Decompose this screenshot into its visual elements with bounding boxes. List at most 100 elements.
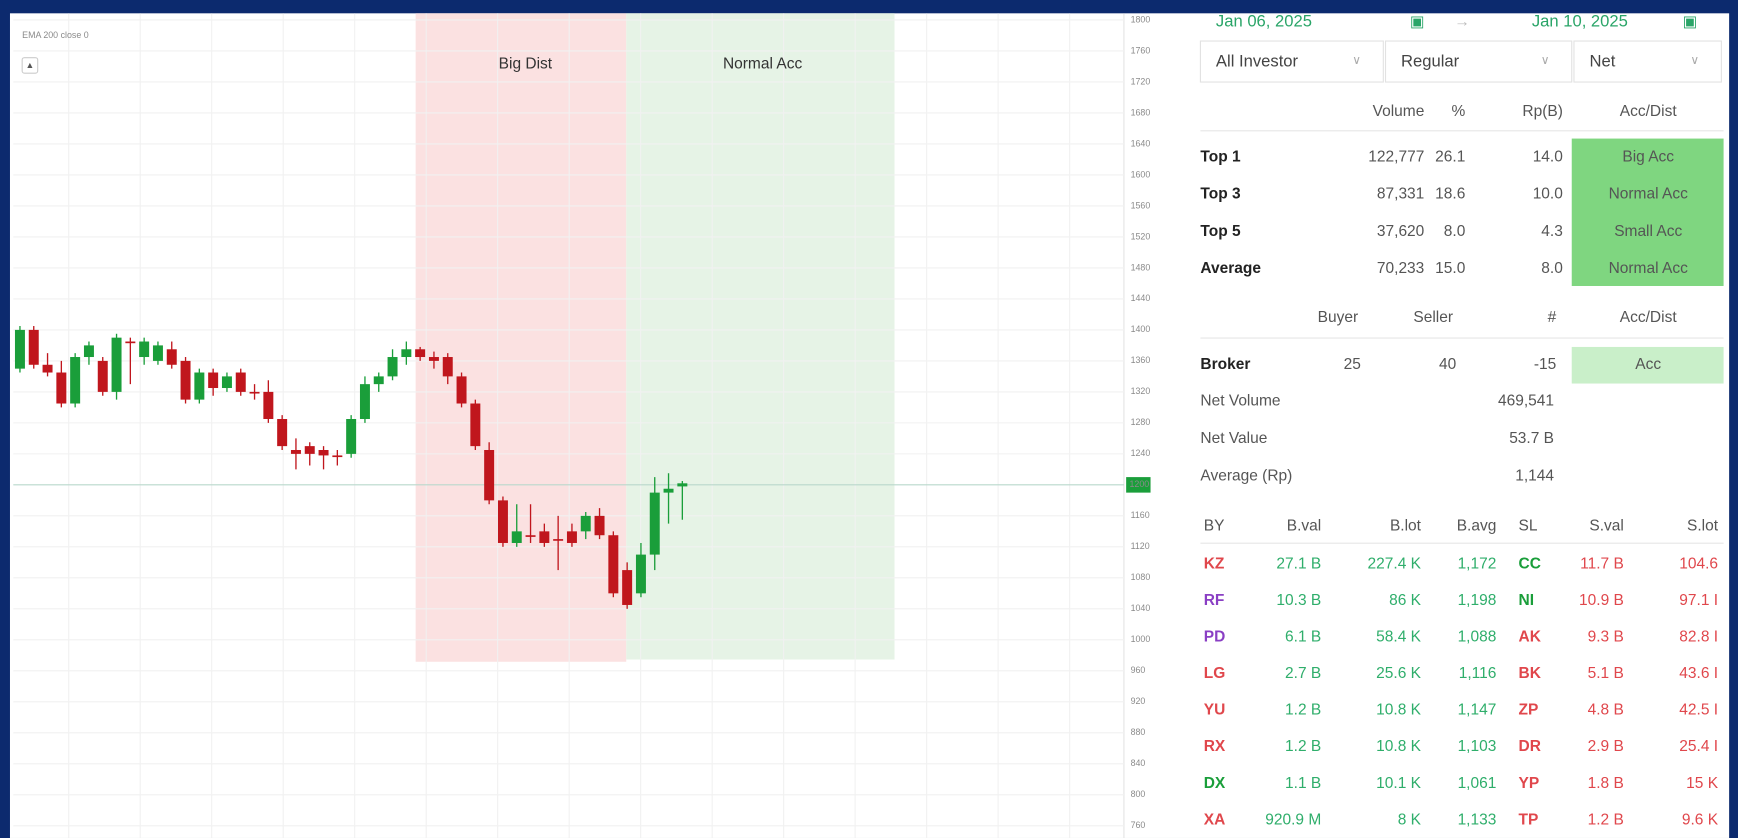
y-tick-label: 1360 <box>1131 355 1151 365</box>
list-cell: 27.1 B <box>1276 555 1321 572</box>
list-cell: 2.9 B <box>1588 738 1624 755</box>
candle-body <box>428 357 439 361</box>
candle-body <box>511 531 522 543</box>
list-header: BY <box>1204 518 1225 535</box>
candle-body <box>221 376 232 389</box>
cell: 70,233 <box>1377 260 1424 277</box>
list-cell: 227.4 K <box>1368 555 1422 572</box>
dropdown-caret: ∨ <box>1541 53 1550 67</box>
candle-body <box>139 341 150 358</box>
candle-body <box>152 345 163 361</box>
acc-cell-bg <box>1571 138 1724 286</box>
cell: 87,331 <box>1377 186 1424 203</box>
table-header: Volume <box>1373 103 1425 120</box>
list-cell: 5.1 B <box>1588 665 1624 682</box>
arrow: → <box>1454 13 1470 30</box>
acc-cell-bg <box>1571 346 1724 384</box>
candle-body <box>235 372 246 392</box>
list-cell: LG <box>1204 665 1226 682</box>
list-cell: 1.8 B <box>1588 775 1624 792</box>
candle-body <box>208 372 219 389</box>
list-cell: YU <box>1204 702 1226 719</box>
calendar-icon[interactable]: ▣ <box>1683 13 1698 30</box>
candle-body <box>111 337 122 392</box>
candle-body <box>635 554 646 594</box>
candle-body <box>332 455 343 458</box>
candle-body <box>249 391 260 394</box>
list-cell: 10.1 K <box>1376 775 1421 792</box>
candle-body <box>56 372 67 404</box>
collapse-button[interactable] <box>21 57 39 74</box>
table-header: Seller <box>1413 309 1453 326</box>
table-header: Acc/Dist <box>1620 309 1678 326</box>
list-cell: 1,061 <box>1458 775 1497 792</box>
list-cell: XA <box>1204 811 1226 828</box>
summary-value: 469,541 <box>1498 392 1554 409</box>
calendar-icon[interactable]: ▣ <box>1410 13 1425 30</box>
y-tick-label: 1760 <box>1131 45 1151 55</box>
dropdown[interactable] <box>1384 40 1573 83</box>
candle-body <box>290 449 301 454</box>
list-cell: 1,116 <box>1459 665 1497 682</box>
list-cell: 97.1 I <box>1679 592 1718 609</box>
list-cell: 6.1 B <box>1285 628 1321 645</box>
list-cell: TP <box>1519 811 1539 828</box>
list-cell: PD <box>1204 628 1226 645</box>
candle-body <box>387 357 398 377</box>
list-cell: 104.6 <box>1679 555 1718 572</box>
candle-body <box>263 391 274 420</box>
candle-body <box>125 341 136 344</box>
candle-body <box>346 419 357 454</box>
list-cell: 9.3 B <box>1588 628 1624 645</box>
acc-zone <box>626 13 895 660</box>
date-from: Jan 06, 2025 <box>1216 12 1312 31</box>
list-cell: 58.4 K <box>1376 628 1421 645</box>
y-tick-label: 1640 <box>1131 138 1151 148</box>
candle-body <box>180 360 191 400</box>
summary-label: Average (Rp) <box>1200 468 1292 485</box>
y-tick-label: 1240 <box>1131 448 1151 458</box>
dropdown[interactable] <box>1199 40 1384 83</box>
y-tick-label: 1560 <box>1131 200 1151 210</box>
dropdown-label: Net <box>1589 51 1615 70</box>
list-cell: 1.2 B <box>1588 811 1624 828</box>
y-tick-label: 1320 <box>1131 386 1151 396</box>
list-cell: 25.4 I <box>1679 738 1718 755</box>
cell: 25 <box>1344 356 1361 373</box>
dropdown-caret: ∨ <box>1352 53 1361 67</box>
list-cell: 1,198 <box>1458 592 1497 609</box>
row-label: Top 1 <box>1200 149 1241 166</box>
candle-body <box>318 449 329 456</box>
candle-body <box>14 329 25 369</box>
list-cell: BK <box>1519 665 1542 682</box>
table-header: Acc/Dist <box>1620 103 1678 120</box>
list-cell: 9.6 K <box>1682 811 1719 828</box>
list-cell: DX <box>1204 775 1226 792</box>
y-tick-label: 1040 <box>1131 603 1151 613</box>
price-label: 1200 <box>1129 479 1149 489</box>
y-tick-label: 1280 <box>1131 417 1151 427</box>
list-header: B.avg <box>1457 518 1497 535</box>
y-tick-label: 1680 <box>1131 107 1151 117</box>
y-tick-label: 840 <box>1131 758 1146 768</box>
list-cell: 4.8 B <box>1588 702 1624 719</box>
candle-body <box>194 372 205 400</box>
indicator-label: EMA 200 close 0 <box>22 30 89 40</box>
y-tick-label: 1160 <box>1131 510 1150 520</box>
zone-label: Big Dist <box>499 55 553 72</box>
dropdown-label: Regular <box>1401 51 1460 70</box>
y-tick-label: 1600 <box>1131 169 1151 179</box>
candle-body <box>580 515 591 532</box>
candle-body <box>525 535 536 537</box>
list-cell: 1,088 <box>1458 628 1497 645</box>
y-tick-label: 760 <box>1131 820 1146 830</box>
list-cell: 1.2 B <box>1285 738 1321 755</box>
dropdown[interactable] <box>1573 40 1722 83</box>
row-label: Top 3 <box>1200 186 1241 203</box>
y-tick-label: 1800 <box>1131 14 1151 24</box>
list-cell: CC <box>1519 555 1541 572</box>
row-label: Top 5 <box>1200 223 1241 240</box>
collapse-icon: ▲ <box>26 60 35 70</box>
cell: 14.0 <box>1533 149 1564 166</box>
list-cell: 43.6 I <box>1679 665 1718 682</box>
